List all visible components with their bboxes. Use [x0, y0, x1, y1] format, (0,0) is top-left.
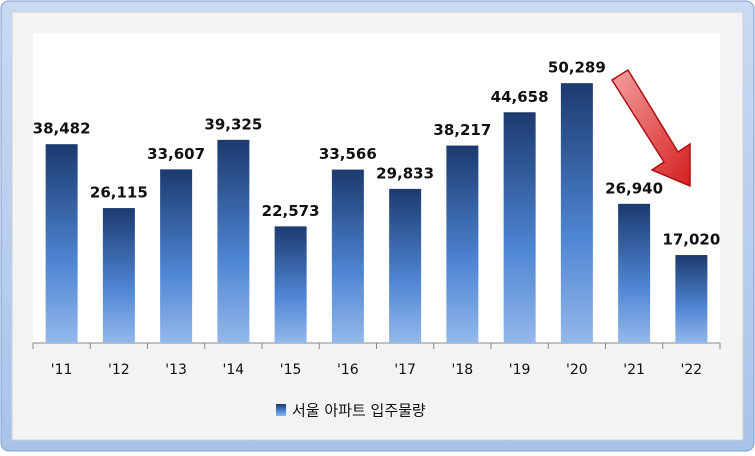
bar	[389, 188, 422, 343]
x-tick-label: '22	[681, 362, 703, 378]
bar	[102, 208, 135, 343]
bar	[217, 139, 250, 343]
bar	[503, 112, 536, 343]
bar	[446, 145, 479, 343]
x-tick-label: '20	[566, 362, 588, 378]
x-tick-label: '21	[623, 362, 645, 378]
value-label: 33,566	[319, 145, 377, 163]
value-label: 39,325	[204, 115, 262, 133]
x-tick-label: '19	[509, 362, 531, 378]
x-tick-label: '11	[51, 362, 73, 378]
x-tick-label: '17	[394, 362, 416, 378]
trend-arrow	[610, 68, 691, 188]
value-label: 44,658	[491, 88, 549, 106]
value-label: 38,482	[33, 120, 91, 138]
value-label: 26,940	[605, 179, 663, 197]
value-label: 17,020	[662, 231, 720, 249]
value-label: 29,833	[376, 164, 434, 182]
value-label: 26,115	[90, 184, 148, 202]
legend-label: 서울 아파트 입주물량	[292, 402, 426, 420]
x-tick-label: '15	[280, 362, 302, 378]
value-label: 22,573	[262, 202, 320, 220]
plot-area	[33, 33, 720, 343]
bar	[331, 169, 364, 343]
legend-swatch	[276, 404, 286, 416]
value-label: 38,217	[433, 121, 491, 139]
x-tick-label: '16	[337, 362, 359, 378]
x-tick-label: '14	[223, 362, 245, 378]
bar	[45, 144, 78, 343]
value-label: 50,289	[548, 59, 606, 77]
x-tick-label: '13	[165, 362, 187, 378]
bar	[274, 226, 307, 343]
x-tick-label: '18	[452, 362, 474, 378]
bar	[675, 255, 708, 343]
bar	[160, 169, 193, 343]
x-tick-label: '12	[108, 362, 130, 378]
bar	[560, 83, 593, 344]
bar	[618, 203, 651, 343]
value-label: 33,607	[147, 145, 205, 163]
